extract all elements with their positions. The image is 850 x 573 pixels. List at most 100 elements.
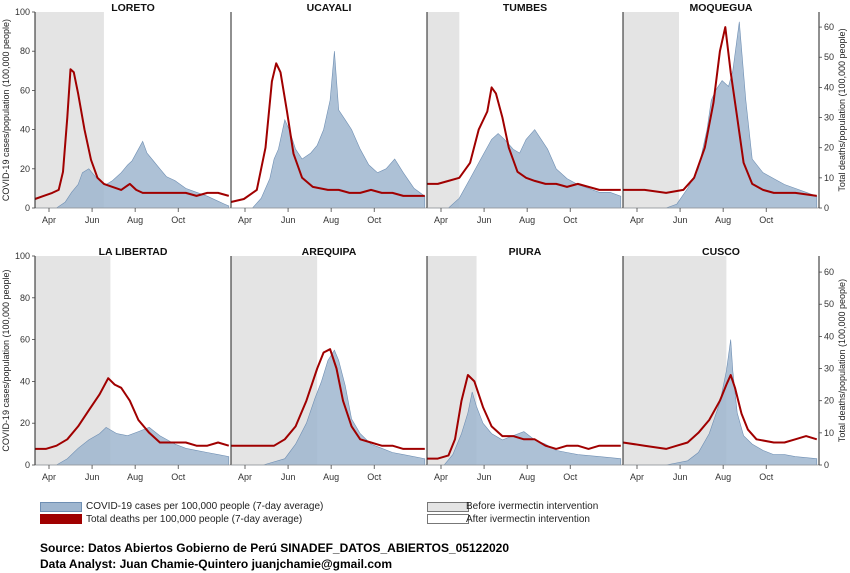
y-left-tick-label: 100 [15,7,30,17]
region-title: AREQUIPA [302,246,357,258]
x-tick-label: Aug [323,472,339,482]
y-left-tick-label: 80 [20,293,30,303]
before-intervention-region [427,12,460,208]
y-axes-row-1: 0 20 40 60 80 100 0 10 20 30 40 50 60 COVID-19 cases/… [1,7,847,213]
region-title: LA LIBERTAD [99,246,168,258]
y-right-tick-label: 50 [824,299,834,309]
x-tick-label: Aug [323,215,339,225]
y-right-tick-label: 0 [824,460,829,470]
chart-legend: COVID-19 cases per 100,000 people (7-day… [0,494,850,530]
legend-swatch-before [427,502,469,512]
y-left-tick-label: 60 [20,335,30,345]
y-right-tick-label: 40 [824,331,834,341]
y-right-tick-label: 0 [824,203,829,213]
legend-label-deaths: Total deaths per 100,000 people (7-day a… [86,514,303,525]
x-tick-label: Apr [238,215,252,225]
before-intervention-region [35,256,111,465]
deaths-line [623,26,817,197]
panel-loreto: Apr Jun Aug Oct LORETO [34,2,231,225]
y-right-tick-label: 30 [824,364,834,374]
x-tick-label: Aug [127,215,143,225]
x-tick-label: Jun [477,472,492,482]
cases-area [231,349,426,466]
y-left-tick-label: 100 [15,251,30,261]
legend-swatch-after [427,514,469,524]
y-left-tick-label: 40 [20,125,30,135]
region-title: TUMBES [503,2,547,14]
deaths-line [427,374,621,460]
x-tick-label: Jun [673,472,688,482]
x-tick-label: Aug [519,215,535,225]
cases-area [35,427,230,466]
panel-cusco: Apr Jun Aug Oct CUSCO [622,246,819,482]
y-right-tick-label: 40 [824,82,834,92]
x-tick-label: Aug [519,472,535,482]
region-title: MOQUEGUA [690,2,753,14]
y-left-axis-title: COVID-19 cases/population (100,000 peopl… [1,19,11,201]
x-tick-label: Jun [477,215,492,225]
x-tick-label: Apr [42,215,56,225]
cases-area [427,129,622,209]
source-line: Source: Datos Abiertos Gobierno de Perú … [40,541,510,555]
y-left-tick-label: 20 [20,418,30,428]
x-tick-label: Oct [759,215,774,225]
y-right-axis-title: Total deaths/population (100,000 people) [837,279,847,442]
y-right-tick-label: 50 [824,52,834,62]
x-tick-label: Oct [563,215,578,225]
y-right-tick-label: 10 [824,428,834,438]
cases-area [231,51,426,209]
cases-area [35,140,230,209]
y-left-tick-label: 40 [20,376,30,386]
x-tick-label: Aug [715,215,731,225]
x-tick-label: Apr [434,215,448,225]
x-tick-label: Oct [171,215,186,225]
deaths-line [34,68,230,200]
legend-label-before: Before ivermectin intervention [466,501,599,512]
y-right-tick-label: 20 [824,396,834,406]
panel-arequipa: Apr Jun Aug Oct AREQUIPA [230,246,427,482]
deaths-line [622,374,818,450]
x-tick-label: Oct [367,215,382,225]
y-right-tick-label: 30 [824,113,834,123]
panel-ucayali: Apr Jun Aug Oct UCAYALI [230,2,427,225]
x-tick-label: Apr [630,472,644,482]
y-axes-row-2: 0 20 40 60 80 100 0 10 20 30 40 50 60 COVID-19 cases/… [1,251,847,470]
x-tick-label: Jun [85,472,100,482]
x-tick-label: Oct [367,472,382,482]
region-title: UCAYALI [307,2,352,14]
x-tick-label: Apr [434,472,448,482]
before-intervention-region [623,256,727,465]
x-tick-label: Oct [171,472,186,482]
panel-la-libertad: Apr Jun Aug Oct LA LIBERTAD [34,246,231,482]
y-right-axis-title: Total deaths/population (100,000 people) [837,28,847,191]
source-note: Source: Datos Abiertos Gobierno de Perú … [40,540,509,572]
y-left-tick-label: 20 [20,164,30,174]
legend-swatch-cases [40,502,82,512]
x-tick-label: Jun [85,215,100,225]
y-right-tick-label: 60 [824,22,834,32]
deaths-line [230,62,425,203]
panel-tumbes: Apr Jun Aug Oct TUMBES [426,2,623,225]
x-tick-label: Oct [563,472,578,482]
panel-moquegua: Apr Jun Aug Oct MOQUEGUA [622,2,819,225]
x-tick-label: Jun [673,215,688,225]
analyst-line: Data Analyst: Juan Chamie-Quintero juanj… [40,557,393,571]
y-left-tick-label: 80 [20,46,30,56]
y-left-tick-label: 0 [25,203,30,213]
deaths-line [427,86,621,191]
legend-label-after: After ivermectin intervention [466,514,590,525]
region-title: PIURA [509,246,542,258]
y-right-tick-label: 10 [824,173,834,183]
y-left-tick-label: 0 [25,460,30,470]
panel-piura: Apr Jun Aug Oct PIURA [426,246,623,482]
y-left-tick-label: 60 [20,85,30,95]
x-tick-label: Oct [759,472,774,482]
region-title: CUSCO [702,246,740,258]
x-tick-label: Aug [127,472,143,482]
y-right-tick-label: 20 [824,143,834,153]
legend-swatch-deaths [40,514,82,524]
x-tick-label: Apr [42,472,56,482]
x-tick-label: Apr [238,472,252,482]
region-title: LORETO [111,2,155,14]
